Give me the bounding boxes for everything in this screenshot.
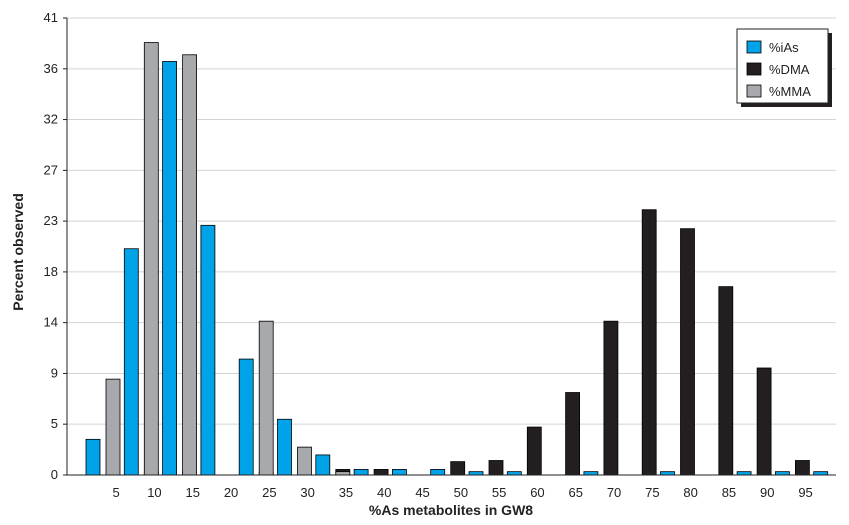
y-tick-label: 14 [44, 315, 58, 330]
x-tick-label: 70 [607, 485, 621, 500]
x-tick-label: 30 [300, 485, 314, 500]
bar-dma [795, 460, 810, 476]
bar-ias [315, 454, 331, 476]
bar-dma [680, 228, 695, 476]
bar-ias [123, 248, 139, 476]
x-tick-label: 20 [224, 485, 238, 500]
bar-ias [85, 438, 101, 476]
bar-ias [277, 418, 292, 476]
bar-ias [200, 224, 216, 476]
bar-mma [297, 446, 312, 476]
legend-label: %DMA [769, 62, 810, 77]
bar-ias [238, 358, 254, 476]
x-tick-label: 35 [339, 485, 353, 500]
x-tick-label: 45 [415, 485, 429, 500]
x-tick-label: 55 [492, 485, 506, 500]
legend-swatch [746, 84, 762, 98]
bar-ias [736, 471, 752, 476]
x-tick-label: 15 [186, 485, 200, 500]
y-tick-label: 23 [44, 213, 58, 228]
y-tick-label: 32 [44, 112, 58, 127]
x-tick-label: 60 [530, 485, 544, 500]
bars [85, 42, 829, 476]
bar-ias [583, 471, 599, 476]
y-tick-labels: 0 5 9 14 18 23 27 32 36 41 [44, 10, 67, 482]
bar-mma [182, 54, 198, 476]
bar-ias [430, 469, 446, 476]
x-tick-label: 80 [683, 485, 697, 500]
y-tick-label: 41 [44, 10, 58, 25]
bar-ias [468, 471, 484, 476]
x-tick-label: 85 [722, 485, 736, 500]
bar-ias [660, 471, 675, 476]
bar-ias [162, 61, 178, 476]
legend-swatch [746, 40, 762, 54]
axes [66, 18, 836, 476]
x-tick-label: 90 [760, 485, 774, 500]
x-tick-label: 50 [454, 485, 468, 500]
x-tick-label: 40 [377, 485, 391, 500]
bar-dma [718, 286, 734, 476]
legend: %iAs %DMA %MMA [736, 28, 832, 107]
y-tick-label: 9 [51, 365, 58, 380]
bar-mma [143, 42, 159, 476]
y-tick-label: 5 [51, 416, 58, 431]
legend-label: %iAs [769, 40, 799, 55]
bar-ias [813, 471, 829, 476]
bar-mma [105, 378, 121, 476]
x-tick-label: 95 [798, 485, 812, 500]
x-tick-label: 65 [569, 485, 583, 500]
y-tick-label: 18 [44, 264, 58, 279]
x-axis-title: %As metabolites in GW8 [369, 502, 533, 518]
bar-ias [506, 471, 522, 476]
x-tick-label: 5 [113, 485, 120, 500]
bar-dma [565, 392, 580, 476]
y-tick-label: 27 [44, 162, 58, 177]
bar-dma [450, 461, 466, 476]
bar-dma [526, 426, 542, 476]
x-tick-labels: 5 10 15 20 25 30 35 40 45 50 55 60 65 70 75 80 85 90 95 [113, 485, 813, 500]
bar-ias [775, 471, 790, 476]
bar-dma [488, 460, 504, 476]
y-tick-label: 36 [44, 61, 58, 76]
y-axis-title: Percent observed [10, 193, 26, 311]
legend-label: %MMA [769, 84, 811, 99]
bar-mma [335, 471, 351, 476]
x-tick-label: 75 [645, 485, 659, 500]
bar-dma [641, 209, 657, 476]
bar-mma [258, 320, 274, 476]
x-tick-label: 25 [262, 485, 276, 500]
bar-dma [756, 367, 772, 476]
bar-ias [353, 469, 369, 476]
legend-swatch [746, 62, 762, 76]
y-tick-label: 0 [51, 467, 58, 482]
bar-dma [603, 320, 619, 476]
bar-dma [373, 469, 389, 476]
bar-ias [391, 469, 407, 476]
x-tick-label: 10 [147, 485, 161, 500]
